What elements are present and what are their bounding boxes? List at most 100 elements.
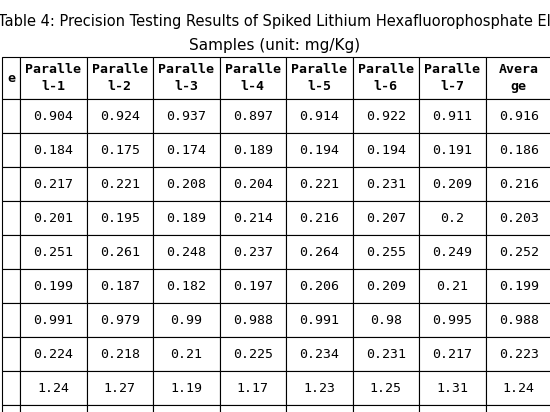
Bar — [419, 303, 486, 337]
Text: 0.988: 0.988 — [499, 314, 539, 326]
Text: 0.217: 0.217 — [432, 347, 472, 360]
Text: 1.31: 1.31 — [436, 382, 468, 395]
Bar — [419, 201, 486, 235]
Text: 0.204: 0.204 — [233, 178, 273, 190]
Text: 0.922: 0.922 — [366, 110, 406, 122]
Text: 0.201: 0.201 — [33, 211, 73, 225]
Bar — [353, 303, 419, 337]
Text: 0.186: 0.186 — [499, 143, 539, 157]
Bar — [86, 201, 153, 235]
Text: 0.217: 0.217 — [33, 178, 73, 190]
Bar — [219, 337, 286, 371]
Bar — [86, 405, 153, 412]
Bar — [153, 99, 219, 133]
Text: 0.195: 0.195 — [100, 211, 140, 225]
Bar — [486, 405, 550, 412]
Bar — [353, 167, 419, 201]
Text: Paralle
l-2: Paralle l-2 — [92, 63, 148, 93]
Text: 0.203: 0.203 — [499, 211, 539, 225]
Text: 0.224: 0.224 — [33, 347, 73, 360]
Bar — [86, 269, 153, 303]
Text: 0.995: 0.995 — [432, 314, 472, 326]
Text: 0.189: 0.189 — [233, 143, 273, 157]
Bar — [219, 167, 286, 201]
Text: 0.216: 0.216 — [299, 211, 339, 225]
Bar — [86, 337, 153, 371]
Bar — [486, 57, 550, 99]
Text: 0.991: 0.991 — [299, 314, 339, 326]
Text: 0.2: 0.2 — [440, 211, 464, 225]
Text: 0.218: 0.218 — [100, 347, 140, 360]
Bar — [286, 269, 353, 303]
Bar — [286, 99, 353, 133]
Text: 0.249: 0.249 — [432, 246, 472, 258]
Bar — [219, 133, 286, 167]
Text: Samples (unit: mg/Kg): Samples (unit: mg/Kg) — [189, 38, 361, 53]
Bar — [20, 405, 86, 412]
Bar — [419, 405, 486, 412]
Text: 0.194: 0.194 — [366, 143, 406, 157]
Bar — [153, 337, 219, 371]
Text: 0.207: 0.207 — [366, 211, 406, 225]
Text: 1.24: 1.24 — [503, 382, 535, 395]
Text: 0.914: 0.914 — [299, 110, 339, 122]
Bar — [353, 337, 419, 371]
Bar — [20, 303, 86, 337]
Text: 0.911: 0.911 — [432, 110, 472, 122]
Bar — [219, 269, 286, 303]
Bar — [2, 371, 20, 405]
Bar — [2, 167, 20, 201]
Bar — [2, 337, 20, 371]
Text: 0.174: 0.174 — [166, 143, 206, 157]
Text: 1.27: 1.27 — [104, 382, 136, 395]
Bar — [353, 133, 419, 167]
Bar — [153, 201, 219, 235]
Bar — [419, 99, 486, 133]
Bar — [486, 269, 550, 303]
Bar — [419, 57, 486, 99]
Bar — [86, 99, 153, 133]
Text: 0.904: 0.904 — [33, 110, 73, 122]
Bar — [353, 99, 419, 133]
Text: 0.251: 0.251 — [33, 246, 73, 258]
Bar — [20, 371, 86, 405]
Text: 1.23: 1.23 — [303, 382, 336, 395]
Bar — [286, 337, 353, 371]
Bar — [419, 235, 486, 269]
Bar — [20, 99, 86, 133]
Text: Avera
ge: Avera ge — [499, 63, 539, 93]
Text: 0.208: 0.208 — [166, 178, 206, 190]
Text: 0.214: 0.214 — [233, 211, 273, 225]
Bar — [86, 235, 153, 269]
Text: 0.197: 0.197 — [233, 279, 273, 293]
Bar — [286, 201, 353, 235]
Bar — [153, 371, 219, 405]
Text: 0.98: 0.98 — [370, 314, 402, 326]
Bar — [219, 99, 286, 133]
Bar — [486, 303, 550, 337]
Bar — [219, 235, 286, 269]
Bar — [86, 133, 153, 167]
Bar — [219, 303, 286, 337]
Bar — [153, 303, 219, 337]
Bar — [419, 269, 486, 303]
Bar — [153, 269, 219, 303]
Text: 0.937: 0.937 — [166, 110, 206, 122]
Text: 0.237: 0.237 — [233, 246, 273, 258]
Bar — [2, 405, 20, 412]
Bar — [353, 235, 419, 269]
Bar — [353, 405, 419, 412]
Text: 0.916: 0.916 — [499, 110, 539, 122]
Bar — [86, 371, 153, 405]
Text: Paralle
l-4: Paralle l-4 — [225, 63, 280, 93]
Text: 0.209: 0.209 — [366, 279, 406, 293]
Text: 0.234: 0.234 — [299, 347, 339, 360]
Bar — [419, 167, 486, 201]
Text: 0.252: 0.252 — [499, 246, 539, 258]
Text: 0.924: 0.924 — [100, 110, 140, 122]
Text: 0.21: 0.21 — [436, 279, 468, 293]
Text: 0.261: 0.261 — [100, 246, 140, 258]
Bar — [353, 57, 419, 99]
Bar — [219, 405, 286, 412]
Bar — [419, 371, 486, 405]
